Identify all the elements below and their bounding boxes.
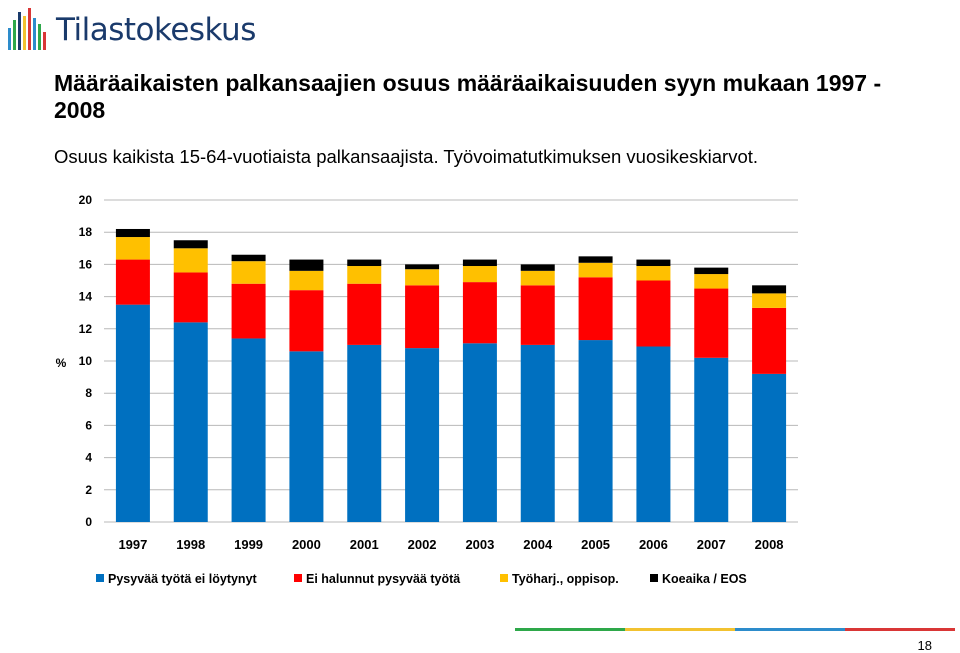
logo-text: Tilastokeskus [56, 12, 256, 48]
y-tick-label: 2 [85, 483, 92, 497]
y-tick-label: 16 [79, 257, 93, 271]
y-tick-label: 12 [79, 322, 93, 336]
y-tick-label: 6 [85, 418, 92, 432]
stacked-bar-chart: 0 2 4 6 8 10 12 14 16 18 20% 1997 1998 1999 2000 2001 20… [56, 193, 798, 586]
x-tick-label: 2007 [697, 537, 726, 552]
bar-segment-2 [115, 259, 150, 305]
legend-label: Työharj., oppisop. [512, 572, 619, 586]
bar-segment-4 [231, 254, 266, 262]
bar-segment-2 [462, 282, 497, 344]
x-tick-label: 2005 [581, 537, 610, 552]
bar-segment-1 [231, 338, 266, 522]
footer-line-red [845, 628, 955, 631]
y-tick-label: 10 [79, 354, 93, 368]
footer-line-blue [735, 628, 845, 631]
legend-swatch [650, 574, 658, 582]
bar-segment-3 [520, 270, 555, 286]
bar-segment-4 [694, 267, 729, 275]
bar-segment-1 [289, 351, 324, 522]
bar-segment-3 [694, 274, 729, 289]
bar-segment-1 [636, 346, 671, 522]
bar-segment-4 [173, 240, 208, 249]
bar-segment-3 [231, 261, 266, 284]
bar-segment-1 [578, 340, 613, 522]
bar-segment-4 [289, 259, 324, 271]
x-tick-label: 2000 [292, 537, 321, 552]
bar-segment-2 [752, 307, 787, 374]
bar-segment-2 [231, 283, 266, 339]
x-tick-label: 2001 [350, 537, 379, 552]
legend-swatch [96, 574, 104, 582]
legend-label: Pysyvää työtä ei löytynyt [108, 572, 258, 586]
bar-segment-4 [405, 264, 440, 270]
bar-segment-2 [520, 285, 555, 345]
legend-swatch [294, 574, 302, 582]
bar-segment-2 [578, 277, 613, 341]
bar-segment-2 [173, 272, 208, 323]
bar-segment-4 [115, 228, 150, 238]
y-tick-label: 8 [85, 386, 92, 400]
footer-line-yellow [625, 628, 735, 631]
bar-segment-1 [115, 304, 150, 522]
bar-segment-3 [462, 266, 497, 283]
bar-segment-3 [347, 266, 382, 284]
bar-segment-3 [578, 262, 613, 278]
footer-line-green [515, 628, 625, 631]
x-tick-label: 1998 [176, 537, 205, 552]
bar-segment-4 [752, 285, 787, 294]
bar-segment-1 [347, 344, 382, 522]
bar-segment-4 [520, 264, 555, 271]
bar-segment-4 [636, 259, 671, 267]
legend-label: Ei halunnut pysyvää työtä [306, 572, 460, 586]
bar-segment-2 [289, 290, 324, 352]
logo-mark-icon [8, 8, 46, 50]
y-tick-label: 20 [79, 193, 93, 207]
x-tick-label: 2008 [755, 537, 784, 552]
bar-segment-1 [462, 343, 497, 522]
bar-segment-1 [520, 344, 555, 522]
bar-segment-2 [636, 280, 671, 347]
x-tick-label: 2006 [639, 537, 668, 552]
bar-segment-3 [405, 269, 440, 286]
bar-segment-4 [347, 259, 382, 267]
legend-swatch [500, 574, 508, 582]
x-tick-label: 2003 [465, 537, 494, 552]
bar-segment-2 [347, 283, 382, 345]
bar-segment-2 [694, 288, 729, 358]
logo: Tilastokeskus [6, 4, 256, 56]
bar-segment-4 [578, 256, 613, 263]
y-tick-label: 0 [85, 515, 92, 529]
page-title: Määräaikaisten palkansaajien osuus määrä… [54, 70, 882, 123]
bar-segment-1 [752, 373, 787, 522]
x-tick-label: 1999 [234, 537, 263, 552]
legend-label: Koeaika / EOS [662, 572, 747, 586]
bar-segment-3 [173, 248, 208, 273]
x-tick-label: 1997 [118, 537, 147, 552]
bar-segment-3 [636, 266, 671, 281]
bar-segment-3 [115, 237, 150, 260]
bar-segment-2 [405, 285, 440, 349]
bar-segment-3 [752, 293, 787, 308]
y-tick-label: 4 [85, 451, 92, 465]
bar-segment-1 [694, 357, 729, 522]
bar-segment-3 [289, 270, 324, 291]
bar-segment-4 [462, 259, 497, 267]
y-tick-label: 14 [79, 290, 93, 304]
bar-segment-1 [405, 348, 440, 522]
y-axis-label: % [56, 356, 67, 370]
x-tick-label: 2004 [523, 537, 553, 552]
bar-segment-1 [173, 322, 208, 522]
x-tick-label: 2002 [408, 537, 437, 552]
page-subtitle: Osuus kaikista 15-64-vuotiaista palkansa… [54, 146, 759, 167]
y-tick-label: 18 [79, 225, 93, 239]
page-number: 18 [917, 638, 932, 653]
